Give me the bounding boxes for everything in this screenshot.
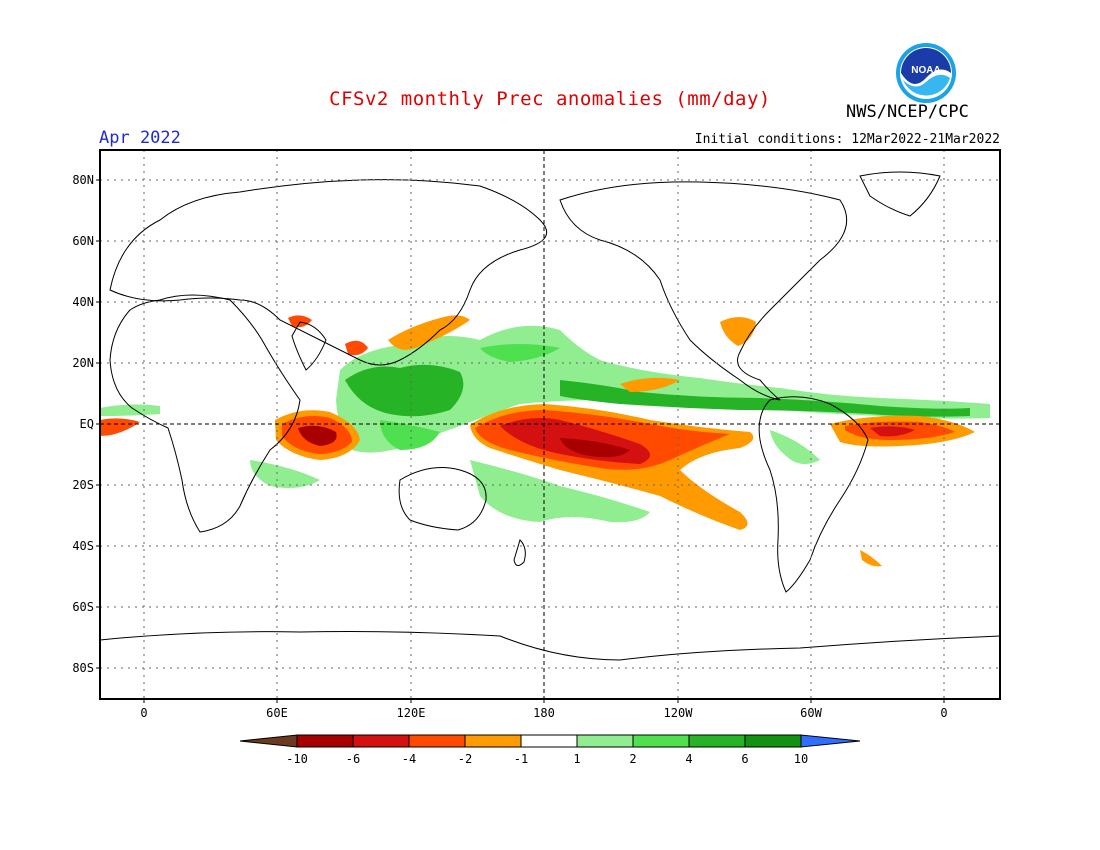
wet-region-indian-west (100, 404, 160, 416)
colorbar-swatch-4 (464, 734, 522, 748)
colorbar-swatch-2 (352, 734, 410, 748)
colorbar-arrow-left (239, 734, 298, 748)
month-label: Apr 2022 (99, 128, 181, 148)
dry-region-east-pacific-north (620, 377, 680, 392)
reference-lines (100, 150, 1000, 699)
wet-region-mid-maritime (380, 420, 440, 450)
wet-region-sa-east (770, 430, 820, 464)
noaa-logo-icon: NOAA (896, 43, 956, 103)
lon-label-120e: 120E (396, 706, 426, 720)
africa-outline (109, 294, 301, 533)
colorbar-label-1: -10 (286, 752, 308, 766)
colorbar-arrow-right (800, 734, 861, 748)
dry-region-west-atlantic-eq (100, 418, 140, 436)
colorbar-label-4: -2 (457, 752, 473, 766)
wet-region-mid-pacific-north (480, 344, 560, 362)
colorbar-label-8: 4 (685, 752, 693, 766)
lat-label-20n: 20N (72, 356, 94, 370)
lat-label-20s: 20S (72, 478, 94, 492)
india-outline (291, 321, 327, 371)
nz-outline (513, 539, 526, 566)
south-america-outline (758, 396, 869, 593)
colorbar-swatch-7 (632, 734, 690, 748)
lat-label-40s: 40S (72, 539, 94, 553)
lat-label-40n: 40N (72, 295, 94, 309)
lat-label-60n: 60N (72, 234, 94, 248)
anomaly-fields (100, 315, 990, 567)
lon-label-0-west: 0 (140, 706, 148, 720)
australia-outline (398, 467, 487, 531)
dry-region-south-atlantic (860, 550, 882, 567)
wet-region-dark-maritime (345, 364, 464, 417)
lat-label-80n: 80N (72, 173, 94, 187)
colorbar-label-5: -1 (513, 752, 529, 766)
lon-label-0-east: 0 (940, 706, 948, 720)
dry-region-bay-bengal (345, 340, 368, 356)
colorbar-swatch-5 (520, 734, 578, 748)
lat-label-60s: 60S (72, 600, 94, 614)
colorbar-label-2: -6 (345, 752, 361, 766)
colorbar-label-7: 2 (629, 752, 637, 766)
lon-label-180: 180 (533, 706, 555, 720)
colorbar-label-10: 10 (793, 752, 809, 766)
map-title: CFSv2 monthly Prec anomalies (mm/day) (329, 88, 771, 110)
wet-region-south-indian (250, 460, 320, 488)
north-america-outline (559, 181, 848, 401)
colorbar (239, 734, 861, 748)
antarctica-outline (100, 631, 1000, 661)
colorbar-label-9: 6 (741, 752, 749, 766)
dry-region-arabia (288, 315, 312, 328)
colorbar-label-3: -4 (401, 752, 417, 766)
wet-region-north-itcz (560, 380, 970, 417)
lon-label-120w: 120W (663, 706, 693, 720)
coastlines (100, 171, 1000, 661)
greenland-outline (859, 171, 941, 217)
colorbar-swatch-1 (296, 734, 354, 748)
wet-region-south-pacific (470, 460, 650, 523)
dry-region-atlantic-core (870, 426, 915, 437)
colorbar-swatch-3 (408, 734, 466, 748)
colorbar-swatch-6 (576, 734, 634, 748)
org-label: NWS/NCEP/CPC (846, 102, 969, 122)
colorbar-swatch-9 (744, 734, 802, 748)
colorbar-label-6: 1 (573, 752, 581, 766)
logo-text: NOAA (911, 65, 940, 76)
lon-label-60e: 60E (266, 706, 288, 720)
initial-conditions-label: Initial conditions: 12Mar2022-21Mar2022 (694, 132, 1000, 147)
eurasia-outline (109, 179, 548, 366)
dry-region-central-pacific-darkest (560, 438, 630, 458)
colorbar-swatch-8 (688, 734, 746, 748)
lat-label-80s: 80S (72, 661, 94, 675)
lat-label-eq: EQ (79, 417, 94, 431)
lon-label-60w: 60W (800, 706, 822, 720)
dry-region-indian-core (298, 425, 337, 446)
